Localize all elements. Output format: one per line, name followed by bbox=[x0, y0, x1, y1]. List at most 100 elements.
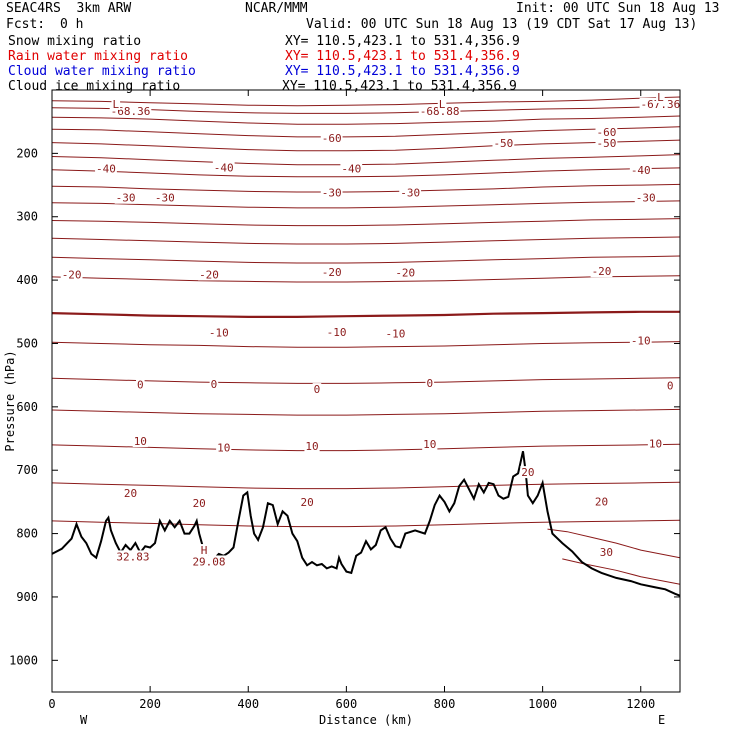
contour-label-bg-46 bbox=[199, 544, 209, 557]
fcst-value: 0 h bbox=[60, 17, 84, 32]
contour-line-4 bbox=[51, 139, 681, 152]
contour-line-8 bbox=[51, 200, 681, 209]
y-tick-label-8: 1000 bbox=[9, 653, 38, 667]
contour-label-3: -60 bbox=[322, 132, 342, 145]
terrain-line bbox=[51, 450, 681, 597]
contour-label-1: -68.88 bbox=[420, 105, 460, 118]
contour-label-2: -67.36 bbox=[641, 98, 681, 111]
x-tick-label-4: 800 bbox=[434, 697, 456, 711]
contour-label-bg-11 bbox=[114, 191, 137, 204]
contour-line-0 bbox=[51, 96, 681, 107]
contour-label-23: -10 bbox=[386, 327, 406, 340]
contour-label-0: -68.36 bbox=[111, 105, 151, 118]
contour-label-33: 10 bbox=[423, 438, 436, 451]
contour-label-25: 0 bbox=[137, 379, 144, 392]
contour-label-bg-36 bbox=[191, 497, 207, 510]
contour-label-bg-20 bbox=[590, 265, 613, 278]
contour-label-bg-23 bbox=[384, 327, 407, 340]
contour-label-bg-40 bbox=[598, 545, 615, 558]
contour-label-bg-8 bbox=[212, 161, 235, 174]
contour-label-22: -10 bbox=[327, 326, 347, 339]
contour-label-bg-26 bbox=[209, 378, 219, 391]
contour-label-7: -40 bbox=[96, 163, 116, 176]
x-tick-label-5: 1000 bbox=[528, 697, 557, 711]
contour-line-13 bbox=[51, 310, 680, 318]
legend-cloud-water-xy: XY= 110.5,423.1 to 531.4,356.9 bbox=[285, 64, 520, 79]
contour-label-bg-31 bbox=[216, 441, 232, 454]
contour-line-14 bbox=[51, 341, 681, 348]
contour-label-bg-5 bbox=[492, 137, 515, 150]
contour-line-5 bbox=[51, 154, 681, 166]
contour-label-21: -10 bbox=[209, 327, 229, 340]
contour-label-bg-32 bbox=[304, 440, 320, 453]
contour-label-bg-7 bbox=[95, 162, 117, 175]
contour-line-19 bbox=[51, 519, 681, 528]
contour-label-38: 20 bbox=[521, 466, 534, 479]
contour-label-bg-29 bbox=[665, 379, 675, 392]
legend-snow-xy: XY= 110.5,423.1 to 531.4,356.9 bbox=[285, 34, 520, 49]
contour-label-bg-9 bbox=[340, 162, 363, 175]
contour-label-5: -50 bbox=[493, 137, 513, 150]
plot-frame bbox=[51, 89, 681, 693]
contour-line-10 bbox=[51, 236, 681, 245]
contour-label-bg-35 bbox=[122, 487, 139, 500]
contour-label-13: -30 bbox=[322, 187, 342, 200]
contour-label-10: -40 bbox=[631, 164, 651, 177]
contour-label-37: 20 bbox=[301, 496, 314, 509]
x-axis-west-label: W bbox=[80, 713, 88, 727]
contour-label-bg-38 bbox=[520, 466, 536, 479]
contour-label-15: -30 bbox=[636, 192, 656, 205]
contour-label-9: -40 bbox=[341, 163, 361, 176]
axes: 0 200 400 600 800 1000 12002003004005006007008… bbox=[9, 90, 680, 711]
contour-label-bg-18 bbox=[320, 265, 343, 278]
contour-label-39: 20 bbox=[595, 495, 608, 508]
contour-label-bg-3 bbox=[320, 132, 343, 145]
legend-cloud-water-label: Cloud water mixing ratio bbox=[8, 64, 196, 79]
contour-label-bg-22 bbox=[325, 326, 348, 339]
contour-label-8: -40 bbox=[214, 161, 234, 174]
contour-lines bbox=[51, 96, 681, 585]
terrain-outline bbox=[51, 450, 681, 597]
contour-label-27: 0 bbox=[314, 383, 321, 396]
contour-label-28: 0 bbox=[426, 377, 433, 390]
contour-label-bg-42 bbox=[191, 555, 227, 568]
contour-line-1 bbox=[51, 105, 681, 114]
contour-label-bg-33 bbox=[422, 438, 438, 451]
model-title: SEAC4RS 3km ARW bbox=[6, 1, 132, 16]
contour-label-bg-1 bbox=[418, 104, 461, 117]
y-tick-label-5: 700 bbox=[16, 463, 38, 477]
contour-label-bg-45 bbox=[656, 90, 665, 103]
contour-label-bg-37 bbox=[299, 495, 315, 508]
contour-label-bg-6 bbox=[595, 137, 618, 150]
contour-label-bg-17 bbox=[198, 268, 220, 281]
x-tick-label-3: 600 bbox=[336, 697, 358, 711]
contour-label-14: -30 bbox=[400, 187, 420, 200]
contour-line-21 bbox=[562, 558, 681, 585]
contour-label-45: L bbox=[657, 91, 664, 104]
contour-labels: -68.36 -68.88-67.36-60 -60-50 -50-40 -40 -40-… bbox=[60, 90, 682, 568]
contour-label-43: L bbox=[112, 98, 119, 111]
contour-label-bg-34 bbox=[647, 437, 664, 450]
contour-label-bg-39 bbox=[593, 495, 610, 508]
contour-label-bg-10 bbox=[629, 163, 652, 176]
contour-label-bg-24 bbox=[629, 334, 652, 347]
legend-rain-label: Rain water mixing ratio bbox=[8, 49, 189, 64]
contour-label-32: 10 bbox=[305, 440, 318, 453]
legend-snow-label: Snow mixing ratio bbox=[8, 34, 142, 49]
contour-label-bg-14 bbox=[399, 186, 422, 199]
contour-label-42: 29.08 bbox=[192, 555, 225, 568]
contour-label-4: -60 bbox=[596, 126, 616, 139]
contour-label-bg-27 bbox=[312, 383, 322, 396]
y-tick-label-3: 500 bbox=[16, 336, 38, 350]
contour-label-24: -10 bbox=[631, 334, 651, 347]
x-tick-label-2: 400 bbox=[237, 697, 259, 711]
contour-line-17 bbox=[51, 443, 681, 452]
contour-line-2 bbox=[51, 115, 681, 125]
contour-label-bg-15 bbox=[634, 191, 657, 204]
contour-label-36: 20 bbox=[193, 497, 206, 510]
contour-label-11: -30 bbox=[116, 192, 136, 205]
contour-label-16: -20 bbox=[62, 268, 82, 281]
contour-line-3 bbox=[51, 126, 681, 138]
contour-label-bg-2 bbox=[639, 97, 682, 110]
contour-line-12 bbox=[51, 275, 681, 283]
